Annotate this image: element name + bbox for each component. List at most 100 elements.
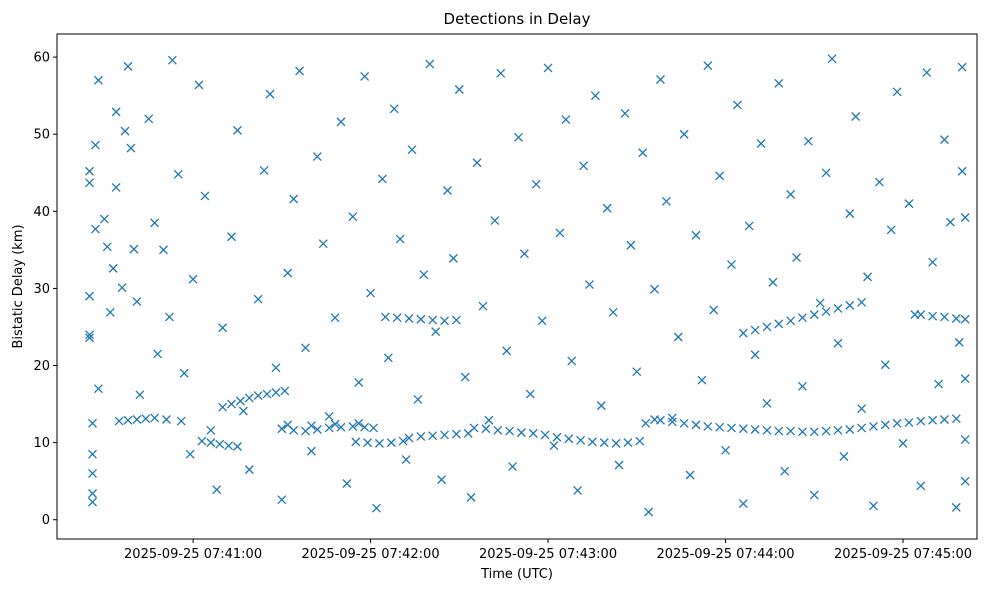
data-point: [496, 68, 506, 78]
data-point: [360, 71, 370, 81]
data-point: [324, 411, 334, 421]
data-point: [372, 503, 381, 513]
data-point: [407, 145, 417, 155]
data-point: [656, 415, 665, 425]
data-point: [366, 288, 376, 298]
data-point: [608, 307, 618, 317]
data-point: [587, 437, 597, 447]
data-point: [395, 234, 405, 244]
data-point: [623, 438, 633, 448]
data-point: [960, 435, 970, 445]
data-point: [567, 356, 577, 366]
data-point: [549, 441, 559, 451]
data-point: [898, 438, 908, 448]
data-point: [150, 413, 160, 423]
data-point: [916, 310, 926, 320]
data-point: [224, 441, 234, 451]
data-point: [451, 315, 461, 325]
data-point: [960, 374, 970, 384]
data-point: [161, 415, 171, 424]
data-point: [114, 416, 124, 426]
data-point: [398, 436, 408, 446]
data-point: [466, 492, 476, 502]
data-point: [951, 314, 961, 323]
data-point: [416, 431, 426, 441]
data-point: [88, 469, 97, 478]
data-point: [265, 89, 275, 99]
data-point: [301, 343, 310, 353]
data-point: [738, 328, 748, 338]
data-point: [244, 393, 254, 403]
data-point: [377, 174, 387, 184]
data-point: [505, 426, 515, 436]
data-point: [129, 244, 139, 254]
data-point: [727, 260, 736, 269]
data-point: [679, 418, 689, 428]
data-point: [88, 418, 97, 428]
data-point: [590, 91, 600, 101]
data-point: [253, 391, 263, 401]
data-point: [164, 312, 174, 322]
data-point: [330, 419, 340, 429]
data-point: [271, 363, 281, 373]
x-tick-label: 2025-09-25 07:41:00: [124, 547, 262, 562]
data-point: [762, 425, 772, 435]
data-point: [312, 425, 322, 434]
data-point: [330, 313, 340, 323]
data-point: [537, 316, 547, 326]
data-point: [768, 277, 778, 287]
y-tick-label: 10: [33, 436, 50, 451]
data-point: [821, 426, 831, 436]
data-point: [703, 61, 713, 71]
data-point: [132, 415, 142, 424]
data-point: [960, 476, 970, 486]
data-point: [940, 135, 949, 145]
data-point: [295, 66, 305, 76]
data-point: [419, 270, 429, 280]
data-point: [798, 381, 807, 391]
data-point: [892, 87, 902, 97]
data-point: [324, 423, 334, 433]
data-point: [635, 436, 645, 446]
data-point: [839, 452, 849, 461]
data-point: [744, 221, 754, 231]
data-point: [632, 367, 642, 377]
data-point: [886, 225, 896, 235]
x-tick-label: 2025-09-25 07:43:00: [479, 547, 617, 562]
data-point: [531, 179, 541, 189]
data-point: [312, 152, 322, 162]
data-point: [809, 310, 819, 320]
x-axis-label: Time (UTC): [480, 567, 553, 582]
data-point: [685, 470, 695, 480]
data-point: [928, 257, 938, 267]
data-point: [528, 428, 538, 438]
data-point: [173, 169, 183, 179]
data-point: [342, 479, 352, 488]
data-point: [469, 423, 479, 433]
data-point: [85, 166, 94, 176]
data-point: [516, 428, 526, 438]
data-point: [404, 433, 414, 443]
data-point: [798, 313, 807, 323]
data-point: [289, 194, 299, 204]
data-point: [206, 438, 216, 448]
data-point: [348, 212, 358, 222]
data-point: [833, 304, 843, 313]
data-point: [374, 438, 384, 448]
data-point: [126, 143, 136, 153]
data-point: [200, 191, 210, 201]
data-point: [416, 314, 426, 324]
data-point: [238, 406, 248, 416]
data-point: [99, 214, 109, 224]
y-tick-label: 20: [33, 359, 50, 374]
data-point: [762, 398, 772, 408]
data-point: [85, 291, 94, 301]
data-point: [383, 353, 393, 363]
data-point: [348, 421, 358, 431]
data-point: [940, 415, 949, 424]
data-point: [667, 413, 677, 423]
data-point: [431, 327, 441, 337]
y-tick-label: 30: [33, 282, 50, 297]
data-point: [108, 263, 118, 273]
data-point: [750, 350, 760, 360]
